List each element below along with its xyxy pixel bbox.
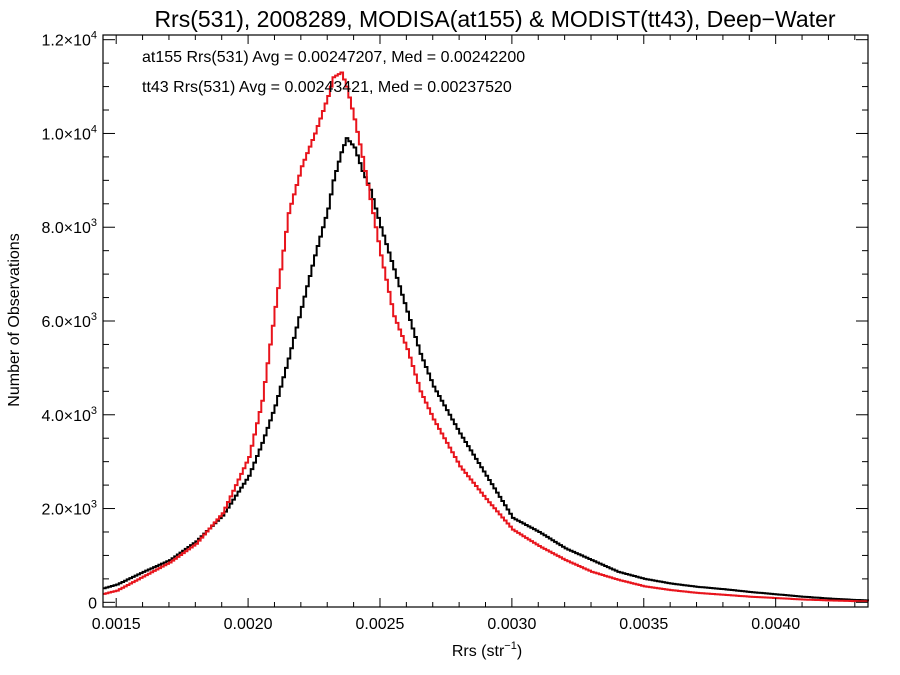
chart-title: Rrs(531), 2008289, MODISA(at155) & MODIS… — [154, 6, 835, 32]
x-tick-label: 0.0015 — [92, 616, 141, 633]
x-tick-label: 0.0025 — [356, 616, 405, 633]
y-tick-label: 6.0×103 — [41, 311, 97, 331]
series-tt43-line — [103, 71, 869, 603]
x-tick-label: 0.0030 — [487, 616, 536, 633]
annotation-tt43-stats: tt43 Rrs(531) Avg = 0.00243421, Med = 0.… — [142, 79, 512, 96]
x-tick-label: 0.0035 — [619, 616, 668, 633]
y-tick-label: 1.0×104 — [41, 123, 97, 143]
x-axis-label: Rrs (str−1) — [452, 640, 522, 660]
x-tick-label: 0.0040 — [751, 616, 800, 633]
y-axis-label: Number of Observations — [6, 233, 23, 406]
x-axis-label-exponent: −1 — [504, 640, 517, 652]
x-tick-label: 0.0020 — [224, 616, 273, 633]
y-tick-label: 1.2×104 — [41, 30, 97, 50]
y-axis: 0 2.0×103 4.0×103 6.0×103 8.0×103 1.0×104 1.2×… — [41, 30, 868, 612]
y-tick-label: 8.0×103 — [41, 217, 97, 237]
plot-area — [102, 34, 869, 608]
x-axis-label-end: ) — [517, 643, 522, 660]
series-at155-line — [103, 137, 869, 602]
annotation-at155-stats: at155 Rrs(531) Avg = 0.00247207, Med = 0… — [142, 49, 525, 66]
x-axis: 0.0015 0.0020 0.0025 0.0030 0.0035 0.0040 — [92, 35, 856, 633]
x-axis-label-text: Rrs (str — [452, 643, 505, 660]
y-tick-label: 2.0×103 — [41, 499, 97, 519]
y-tick-label: 4.0×103 — [41, 405, 97, 425]
y-tick-label: 0 — [88, 595, 97, 612]
